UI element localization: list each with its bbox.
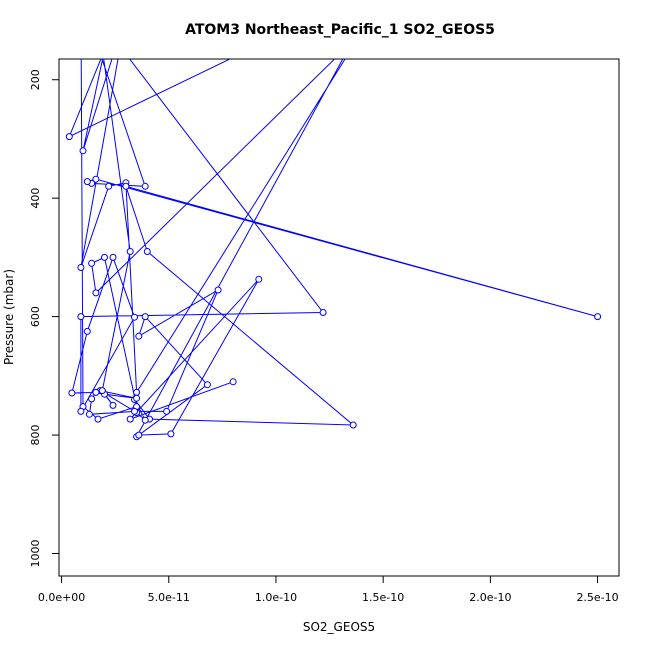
series-layer [65, 12, 602, 441]
data-point [88, 259, 96, 267]
data-point [135, 431, 143, 439]
series-line-0 [68, 59, 598, 438]
data-point [141, 313, 149, 321]
y-axis: 200 400 600 800 1000 [29, 69, 60, 567]
data-point [133, 388, 141, 396]
x-axis-label: SO2_GEOS5 [303, 620, 375, 634]
x-tick-label: 1.5e-10 [362, 591, 404, 604]
data-point [83, 178, 91, 186]
data-point [85, 410, 93, 418]
data-point [92, 175, 100, 183]
data-point [77, 313, 85, 321]
data-point [131, 407, 138, 415]
data-point [92, 289, 100, 297]
data-point [65, 133, 73, 141]
data-point [163, 407, 171, 415]
data-point [229, 378, 237, 386]
x-tick-label: 5.0e-11 [148, 591, 190, 604]
data-point [141, 416, 149, 424]
data-point [98, 387, 106, 395]
x-tick-label: 0.0e+00 [38, 591, 85, 604]
data-point [83, 327, 91, 335]
data-point [101, 253, 108, 261]
data-point [95, 15, 101, 21]
data-point [135, 332, 143, 340]
data-point [122, 182, 130, 190]
y-tick-label: 400 [29, 188, 42, 209]
data-point [349, 421, 357, 429]
data-point [594, 313, 602, 321]
chart-title: ATOM3 Northeast_Pacific_1 SO2_GEOS5 [185, 22, 495, 38]
data-point [126, 415, 134, 423]
x-tick-label: 1.0e-10 [255, 591, 297, 604]
data-point [126, 248, 134, 255]
data-point [214, 286, 222, 294]
y-tick-label: 200 [29, 69, 42, 90]
data-point [319, 309, 327, 316]
data-point [123, 12, 129, 18]
y-tick-label: 800 [29, 425, 42, 446]
data-point [141, 182, 149, 190]
data-point [143, 248, 151, 255]
data-point [94, 415, 102, 423]
data-point [105, 182, 113, 190]
data-point [109, 253, 117, 261]
y-tick-label: 600 [29, 306, 42, 327]
y-axis-label: Pressure (mbar) [2, 269, 16, 365]
y-tick-label: 1000 [29, 539, 42, 567]
data-point [77, 264, 85, 271]
data-point [79, 147, 87, 155]
data-point [131, 313, 138, 321]
data-point [255, 275, 263, 283]
data-point [109, 401, 117, 409]
data-point [167, 430, 175, 438]
data-point [92, 388, 100, 396]
x-tick-label: 2.5e-10 [576, 591, 618, 604]
x-tick-label: 2.0e-10 [469, 591, 511, 604]
data-point [68, 389, 76, 397]
x-axis: 0.0e+00 5.0e-11 1.0e-10 1.5e-10 2.0e-10 2.5e-… [38, 575, 619, 604]
data-point [102, 47, 108, 53]
data-point [77, 407, 85, 415]
data-point [133, 394, 141, 402]
data-point [88, 395, 96, 403]
data-point [203, 381, 211, 389]
